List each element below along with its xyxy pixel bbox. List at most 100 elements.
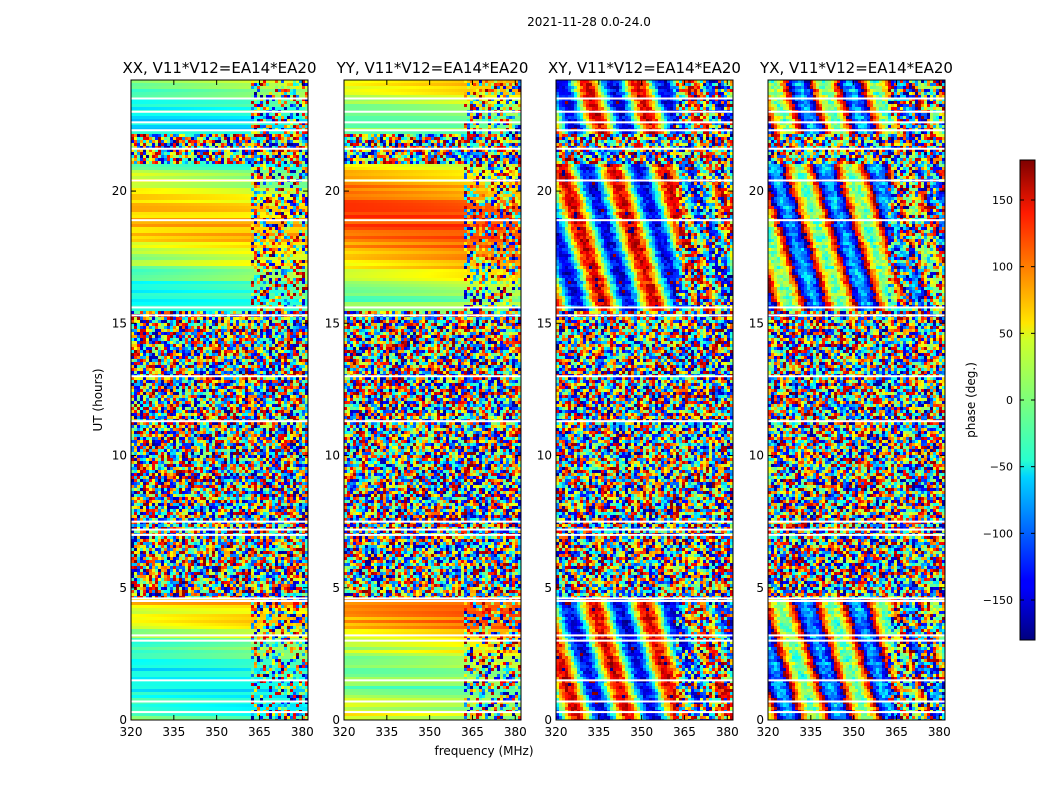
flagged-gap xyxy=(768,599,945,602)
flagged-gap xyxy=(556,679,733,682)
flagged-gap xyxy=(344,528,521,531)
flagged-gap xyxy=(768,639,945,642)
axes-frame xyxy=(130,79,309,721)
flagged-gap xyxy=(768,700,945,703)
flagged-gap xyxy=(768,110,945,113)
flagged-gap xyxy=(556,375,733,378)
y-tick-label: 0 xyxy=(332,713,340,727)
flagged-gap xyxy=(131,179,308,182)
panel-xx: XX, V11*V12=EA14*EA20 320 335 350 365 380 0 5 10… xyxy=(112,59,317,739)
panel-xy: XY, V11*V12=EA14*EA20 320 335 350 365 380 0 5 10… xyxy=(537,59,741,739)
flagged-gap xyxy=(131,110,308,113)
colorbar-tick-label: −100 xyxy=(983,527,1013,540)
flagged-gap xyxy=(344,711,521,714)
flagged-gap xyxy=(344,599,521,602)
x-tick-label: 350 xyxy=(630,725,653,739)
flagged-gap xyxy=(768,219,945,222)
flagged-gap xyxy=(768,679,945,682)
x-tick-label: 350 xyxy=(842,725,865,739)
x-tick-label: 350 xyxy=(418,725,441,739)
flagged-gap xyxy=(556,533,733,536)
flagged-gap xyxy=(344,597,521,600)
flagged-gap xyxy=(131,147,308,150)
x-tick-label: 365 xyxy=(248,725,271,739)
flagged-gap xyxy=(768,533,945,536)
y-tick-label: 10 xyxy=(325,449,340,463)
flagged-gap xyxy=(131,639,308,642)
x-tick-label: 320 xyxy=(120,725,143,739)
y-tick-label: 20 xyxy=(112,184,127,198)
flagged-gap xyxy=(768,597,945,600)
flagged-gap xyxy=(344,179,521,182)
flagged-gap xyxy=(131,121,308,124)
flagged-gap xyxy=(556,597,733,600)
flagged-gap xyxy=(344,147,521,150)
flagged-gap xyxy=(131,528,308,531)
flagged-gap xyxy=(131,679,308,682)
x-tick-label: 365 xyxy=(673,725,696,739)
panel-title: XX, V11*V12=EA14*EA20 xyxy=(122,59,316,77)
y-tick-label: 20 xyxy=(749,184,764,198)
figure-title: 2021-11-28 0.0-24.0 xyxy=(527,15,651,29)
y-tick-label: 10 xyxy=(537,449,552,463)
flagged-gap xyxy=(556,110,733,113)
flagged-gap xyxy=(556,129,733,132)
flagged-gap xyxy=(344,679,521,682)
flagged-gap xyxy=(131,533,308,536)
y-axis-label: UT (hours) xyxy=(91,368,105,431)
flagged-gap xyxy=(768,711,945,714)
x-tick-label: 335 xyxy=(162,725,185,739)
flagged-gap xyxy=(344,375,521,378)
flagged-gap xyxy=(768,528,945,531)
phase-heatmap-yx xyxy=(768,80,945,720)
flagged-gap xyxy=(131,219,308,222)
flagged-gap xyxy=(556,711,733,714)
flagged-gap xyxy=(768,314,945,317)
y-tick-label: 5 xyxy=(544,581,552,595)
flagged-gap xyxy=(344,129,521,132)
axes-frame xyxy=(767,79,946,721)
flagged-gap xyxy=(556,599,733,602)
flagged-gap xyxy=(556,219,733,222)
flagged-gap xyxy=(344,520,521,523)
flagged-gap xyxy=(344,634,521,637)
flagged-gap xyxy=(556,420,733,423)
flagged-gap xyxy=(556,147,733,150)
colorbar-ticks: 150 100 50 0 −50 −100 −150 xyxy=(983,194,1035,607)
flagged-gap xyxy=(556,97,733,100)
phase-heatmap-xx xyxy=(131,80,308,720)
flagged-gap xyxy=(344,110,521,113)
y-tick-label: 20 xyxy=(325,184,340,198)
x-tick-label: 320 xyxy=(333,725,356,739)
flagged-gap xyxy=(556,528,733,531)
phase-heatmap-yy xyxy=(344,80,521,720)
y-tick-label: 5 xyxy=(756,581,764,595)
flagged-gap xyxy=(768,375,945,378)
panel-title: YX, V11*V12=EA14*EA20 xyxy=(759,59,953,77)
colorbar: 150 100 50 0 −50 −100 −150 phase (deg.) xyxy=(964,159,1036,641)
flagged-gap xyxy=(768,520,945,523)
flagged-gap xyxy=(131,520,308,523)
flagged-gap xyxy=(344,420,521,423)
flagged-gap xyxy=(768,420,945,423)
flagged-gap xyxy=(131,420,308,423)
axes-frame xyxy=(343,79,522,721)
x-tick-label: 380 xyxy=(928,725,951,739)
flagged-gap xyxy=(131,599,308,602)
colorbar-tick-label: 50 xyxy=(999,327,1013,340)
flagged-gap xyxy=(556,700,733,703)
phase-heatmap-xy xyxy=(556,80,733,720)
flagged-gap xyxy=(768,179,945,182)
x-tick-label: 350 xyxy=(205,725,228,739)
panel-title: XY, V11*V12=EA14*EA20 xyxy=(548,59,741,77)
y-tick-label: 5 xyxy=(119,581,127,595)
flagged-gap xyxy=(556,121,733,124)
y-tick-label: 0 xyxy=(756,713,764,727)
y-tick-label: 15 xyxy=(112,316,127,330)
y-tick-label: 0 xyxy=(544,713,552,727)
y-tick-label: 10 xyxy=(749,449,764,463)
flagged-gap xyxy=(556,306,733,309)
flagged-gap xyxy=(131,634,308,637)
x-tick-label: 335 xyxy=(375,725,398,739)
colorbar-tick-label: −150 xyxy=(983,594,1013,607)
